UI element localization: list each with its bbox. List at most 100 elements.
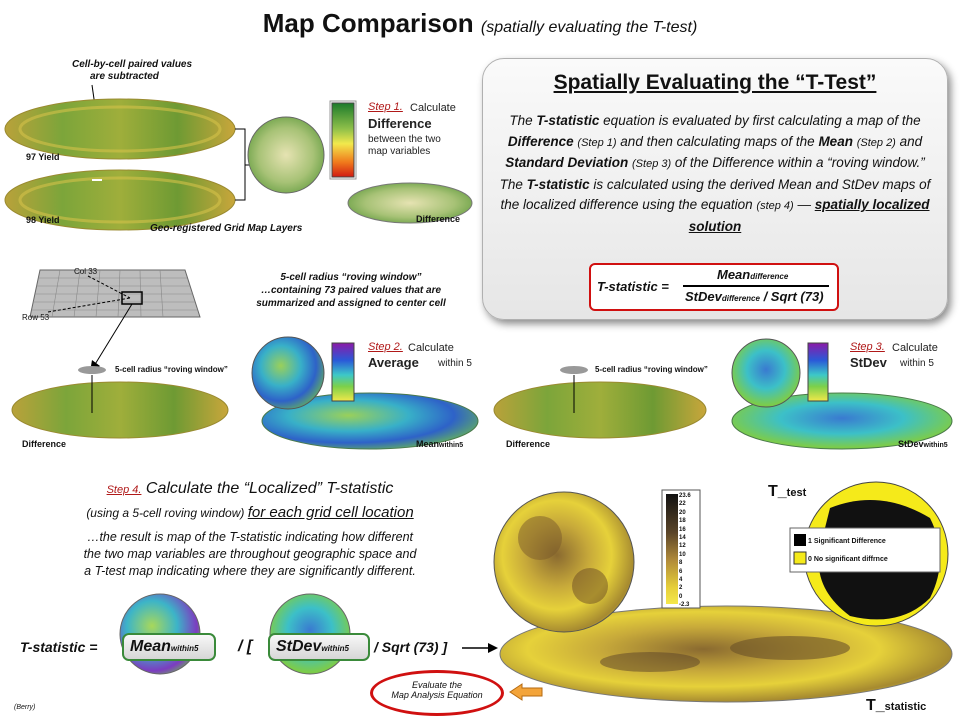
window-line3: summarized and assigned to center cell	[256, 298, 446, 309]
step4-result3: a T-test map indicating where they are s…	[84, 564, 416, 578]
step2-right-label: Meanwithin5	[416, 439, 463, 449]
step3-action: Calculate	[892, 342, 938, 354]
step1-desc2: map variables	[368, 146, 431, 157]
evaluate-equation-button[interactable]: Evaluate the Map Analysis Equation	[370, 670, 504, 716]
col-label: Col 33	[74, 267, 98, 276]
title-main: Map Comparison	[262, 8, 474, 38]
evaluate-arrow-icon[interactable]	[508, 682, 544, 702]
legend-value: 18	[679, 518, 686, 525]
legend-value: 2	[679, 585, 683, 592]
step4-label: Step 4.	[106, 484, 142, 496]
card-eq-denominator: StDevdifference / Sqrt (73)	[685, 289, 824, 304]
card-eq-num-main: Mean	[717, 267, 751, 282]
step2-right-main: Mean	[416, 439, 440, 449]
step2-left-label: Difference	[22, 439, 67, 449]
step4-head-text: Calculate the “Localized” T-statistic	[145, 480, 394, 497]
step3-left-label: Difference	[506, 439, 551, 449]
legend-value: 20	[679, 509, 686, 516]
step4-result2: the two map variables are throughout geo…	[83, 547, 417, 561]
step4-result: …the result is map of the T-statistic in…	[40, 529, 460, 580]
evaluate-line2: Map Analysis Equation	[391, 690, 483, 700]
legend-value: 16	[679, 526, 686, 533]
step4-text: Step 4. Calculate the “Localized” T-stat…	[40, 480, 460, 580]
t-statistic-map-graphic	[493, 481, 953, 703]
evaluate-line1: Evaluate the	[411, 680, 463, 690]
card-eq-den-tail: / Sqrt (73)	[763, 289, 824, 304]
card-eq-num-sub: difference	[750, 272, 789, 281]
step3-graphic	[493, 338, 953, 450]
step2-right-sub: within5	[439, 442, 464, 449]
step1-desc1: between the two	[368, 134, 441, 145]
legend-value: 14	[679, 535, 686, 542]
grid-window-graphic	[29, 269, 201, 318]
card-eq-lhs: T-statistic =	[597, 279, 669, 294]
step4-line2a: (using a 5-cell roving window)	[86, 506, 245, 520]
title-subtitle: (spatially evaluating the T-test)	[480, 19, 698, 36]
note-line1: Cell-by-cell paired values	[72, 59, 193, 70]
legend-value: 23.6	[679, 493, 691, 499]
step3-window-label: 5-cell radius “roving window”	[595, 365, 708, 374]
step3-title: StDev	[850, 355, 887, 370]
step3-right-sub: within5	[923, 442, 948, 449]
bottom-eq-stdev-sub: within5	[321, 644, 349, 653]
card-equation-box: T-statistic = Meandifference StDevdiffer…	[589, 263, 839, 311]
map2-label: 98 Yield	[26, 215, 60, 225]
t-test-explanation-card: Spatially Evaluating the “T-Test” The T-…	[482, 58, 948, 320]
t-statistic-legend: 23.6 22 20 18 16 14 12 10 8 6 4 2 0 -2.3	[679, 492, 703, 608]
step4-result1: …the result is map of the T-statistic in…	[86, 530, 414, 544]
bottom-eq-stdev: StDevwithin5	[276, 638, 349, 656]
step2-graphic	[11, 336, 479, 450]
legend-value: 22	[679, 501, 686, 508]
step1-label: Step 1.	[368, 101, 403, 113]
legend-value: 12	[679, 543, 686, 550]
bottom-eq-mean: Meanwithin5	[130, 638, 198, 656]
map1-label: 97 Yield	[26, 152, 60, 162]
step4-heading: Step 4. Calculate the “Localized” T-stat…	[40, 480, 460, 498]
window-line2: …containing 73 paired values that are	[260, 285, 442, 296]
step4-line2: (using a 5-cell roving window) for each …	[40, 504, 460, 521]
bottom-eq-mean-box: Meanwithin5	[122, 633, 216, 661]
bottom-eq-div-open: / [	[238, 638, 253, 655]
t-test-legend-significant: 1 Significant Difference	[808, 538, 886, 545]
credit: (Berry)	[14, 704, 36, 711]
card-heading: Spatially Evaluating the “T-Test”	[553, 71, 877, 94]
legend-value: 6	[679, 568, 683, 575]
grid-map-layers-panel: Cell-by-cell paired values are subtracte…	[0, 55, 480, 245]
legend-value: -2.3	[679, 602, 690, 609]
t-statistic-label-main: T_	[866, 697, 885, 714]
t-test-label: T_test	[768, 483, 806, 501]
card-eq-fraction-bar	[683, 285, 829, 287]
legend-value: 8	[679, 560, 683, 567]
t-test-legend: 1 Significant Difference 0 No significan…	[808, 533, 948, 569]
step1-title: Difference	[368, 116, 432, 131]
bottom-eq-tail: / Sqrt (73) ]	[374, 639, 448, 655]
step2-action: Calculate	[408, 342, 454, 354]
t-test-label-sub: test	[786, 487, 807, 499]
card-body: The T-statistic equation is evaluated by…	[499, 113, 931, 234]
step2-panel: 5-cell radius “roving window” Difference…	[0, 335, 480, 455]
page-title: Map Comparison (spatially evaluating the…	[0, 8, 960, 39]
step2-desc: within 5	[438, 358, 472, 369]
t-statistic-label: T_statistic	[866, 697, 926, 715]
row-label: Row 53	[22, 313, 50, 322]
bottom-eq-lhs: T-statistic =	[20, 639, 98, 655]
window-line1: 5-cell radius “roving window”	[280, 272, 422, 283]
t-statistic-label-sub: statistic	[884, 701, 927, 713]
right-arrow-icon	[462, 643, 498, 653]
step2-title: Average	[368, 355, 419, 370]
step3-panel: 5-cell radius “roving window” Difference…	[482, 335, 960, 455]
step3-right-main: StDev	[898, 439, 924, 449]
t-test-legend-not-significant: 0 No significant diffrnce	[808, 556, 888, 563]
bottom-equation: T-statistic = Meanwithin5 / [ StDevwithi…	[0, 590, 500, 690]
bottom-eq-mean-sub: within5	[170, 644, 199, 653]
step3-label: Step 3.	[850, 341, 885, 353]
step4-line2b: for each grid cell location	[247, 504, 414, 521]
legend-value: 10	[679, 551, 686, 558]
card-eq-den-sub: difference	[721, 294, 760, 303]
step2-window-label: 5-cell radius “roving window”	[115, 365, 228, 374]
map-layers-graphic	[4, 84, 473, 231]
bottom-eq-stdev-main: StDev	[276, 638, 322, 655]
step1-action: Calculate	[410, 102, 456, 114]
step3-desc: within 5	[900, 358, 934, 369]
step3-right-label: StDevwithin5	[898, 439, 948, 449]
